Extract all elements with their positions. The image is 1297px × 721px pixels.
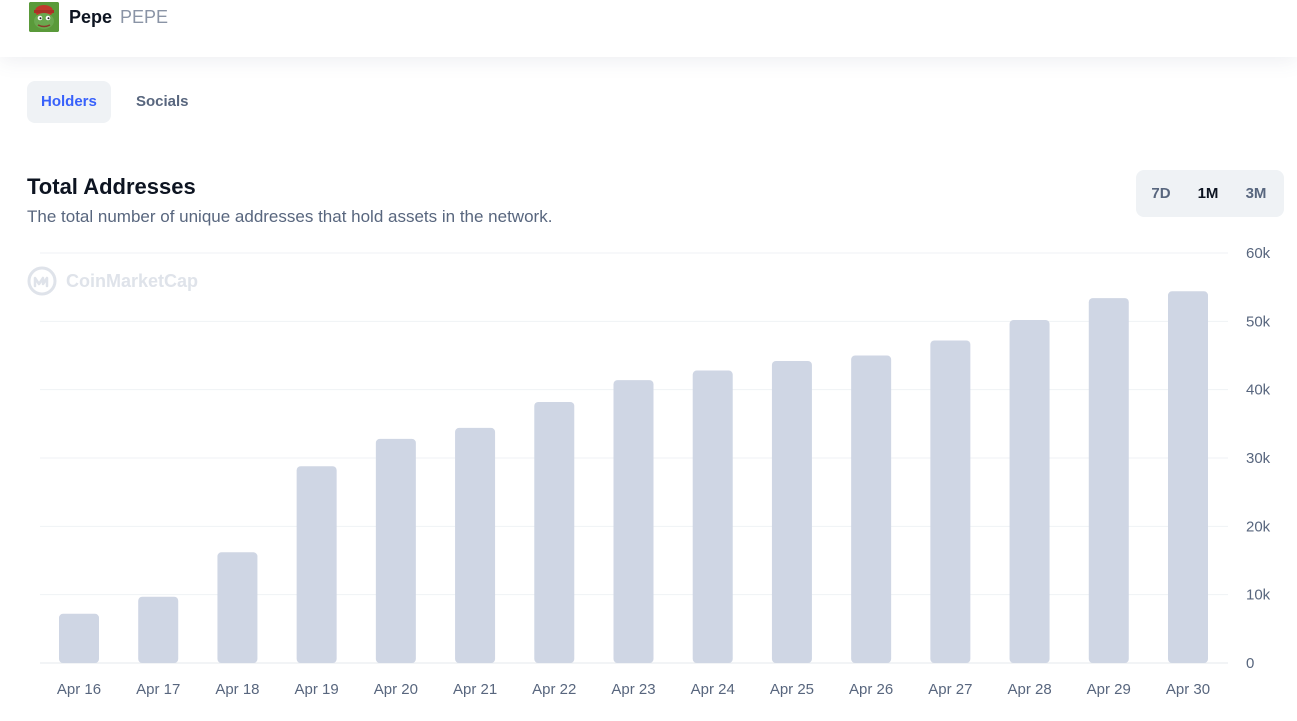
y-tick-label: 60k <box>1246 245 1271 262</box>
range-1m-button[interactable]: 1M <box>1197 185 1219 202</box>
chart-bar[interactable] <box>1088 298 1129 663</box>
chart-bar[interactable] <box>613 380 654 663</box>
x-tick-label: Apr 16 <box>57 681 101 698</box>
y-tick-label: 40k <box>1246 382 1271 399</box>
chart-bar[interactable] <box>1168 291 1208 663</box>
chart-bar[interactable] <box>930 340 971 663</box>
x-tick-label: Apr 22 <box>532 681 576 698</box>
watermark: CoinMarketCap <box>27 265 198 297</box>
x-tick-label: Apr 26 <box>849 681 893 698</box>
chart-bar[interactable] <box>217 552 258 663</box>
section-title: Total Addresses <box>27 174 196 199</box>
coin-symbol: PEPE <box>120 7 169 27</box>
chart-bar[interactable] <box>1009 319 1050 663</box>
x-tick-label: Apr 30 <box>1166 681 1210 698</box>
y-tick-label: 20k <box>1246 518 1271 535</box>
watermark-text: CoinMarketCap <box>66 271 199 291</box>
x-tick-label: Apr 28 <box>1007 681 1051 698</box>
x-tick-label: Apr 29 <box>1087 681 1131 698</box>
chart-bar[interactable] <box>455 427 496 663</box>
chart-bar[interactable] <box>375 438 416 663</box>
coin-header: Pepe PEPE <box>0 0 1297 57</box>
chart-bar[interactable] <box>296 466 337 663</box>
tab-socials[interactable]: Socials <box>136 93 189 110</box>
y-tick-label: 10k <box>1246 587 1271 604</box>
time-range-selector: 7D 1M 3M <box>1136 170 1284 217</box>
x-tick-label: Apr 23 <box>611 681 655 698</box>
chart-bar[interactable] <box>138 596 179 663</box>
x-tick-label: Apr 21 <box>453 681 497 698</box>
range-3m-button[interactable]: 3M <box>1245 185 1267 202</box>
x-tick-label: Apr 27 <box>928 681 972 698</box>
chart-bar[interactable] <box>59 613 99 663</box>
y-tick-label: 0 <box>1246 655 1254 672</box>
x-tick-label: Apr 20 <box>374 681 418 698</box>
total-addresses-bar-chart: 0 10k 20k 30k 40k 50k 60k Apr 16 Apr 17 Apr 18 Apr… <box>40 245 1271 698</box>
x-tick-label: Apr 17 <box>136 681 180 698</box>
range-7d-button[interactable]: 7D <box>1151 185 1171 202</box>
chart-bar[interactable] <box>534 401 575 663</box>
x-tick-label: Apr 18 <box>215 681 259 698</box>
tab-holders[interactable]: Holders <box>27 81 111 123</box>
chart-bar[interactable] <box>771 360 812 663</box>
x-tick-label: Apr 24 <box>691 681 735 698</box>
y-tick-label: 30k <box>1246 450 1271 467</box>
x-tick-label: Apr 19 <box>295 681 339 698</box>
y-tick-label: 50k <box>1246 313 1271 330</box>
section-description: The total number of unique addresses tha… <box>27 207 553 226</box>
x-tick-label: Apr 25 <box>770 681 814 698</box>
chart-bar[interactable] <box>692 370 733 663</box>
chart-bar[interactable] <box>851 355 892 664</box>
pepe-logo-icon <box>29 2 59 32</box>
coin-name: Pepe <box>69 7 113 27</box>
coinmarketcap-logo-icon <box>27 266 57 296</box>
